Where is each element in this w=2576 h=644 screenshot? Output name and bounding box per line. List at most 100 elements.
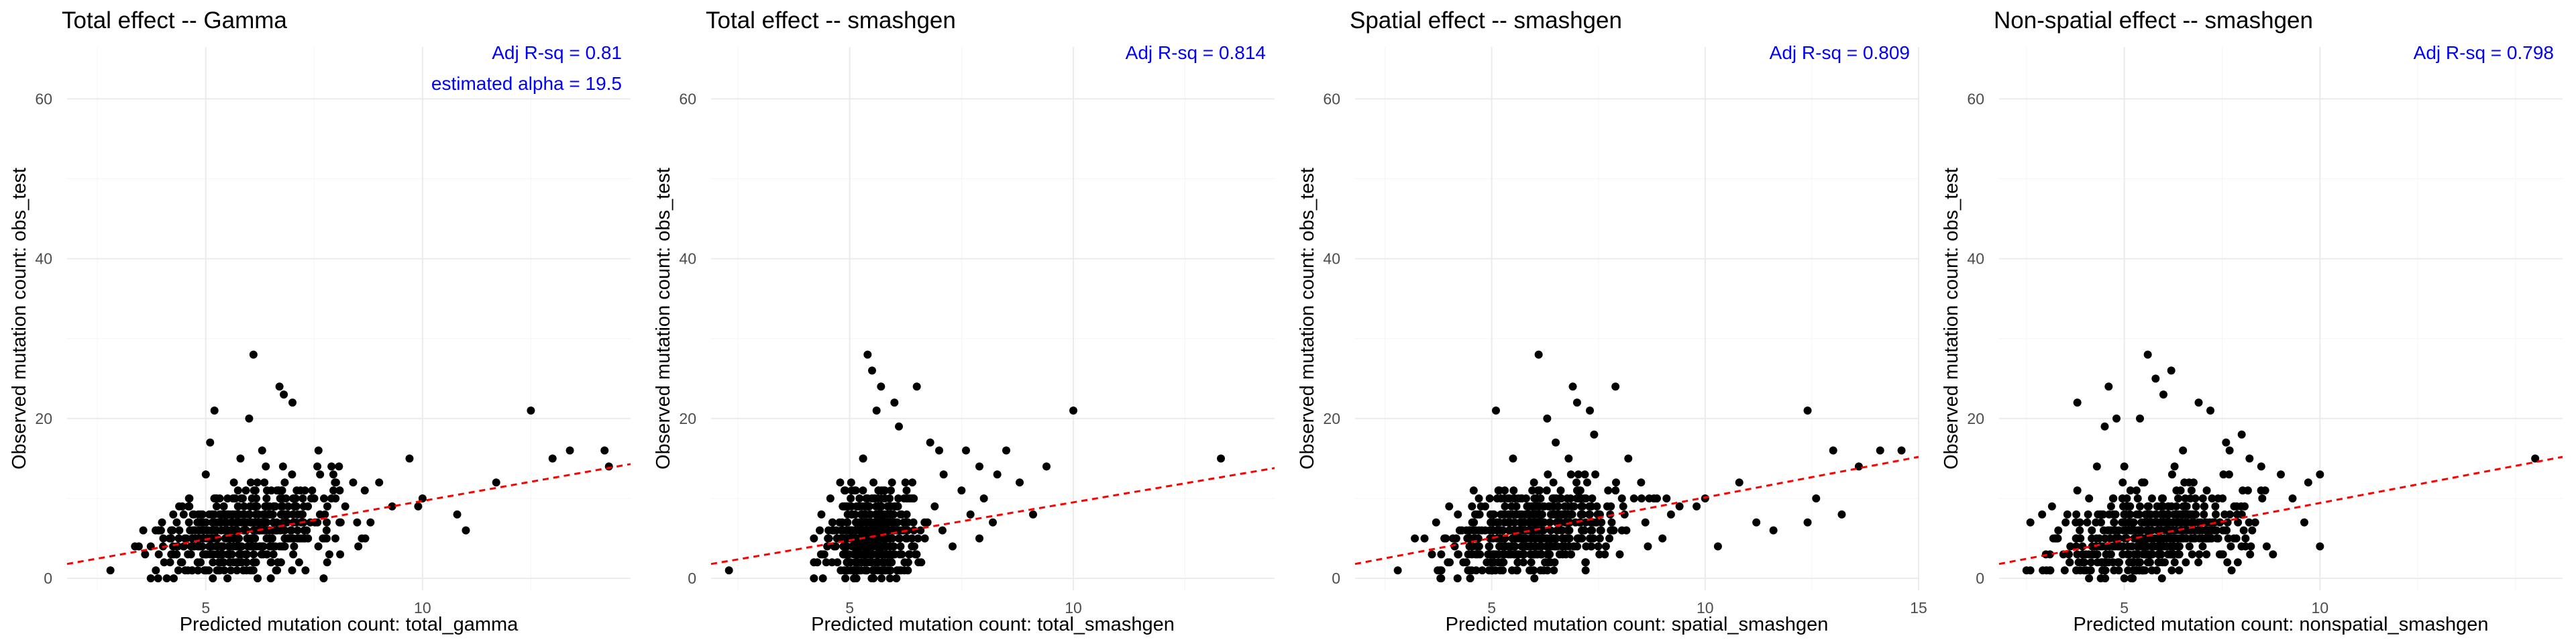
fit-line — [1354, 455, 1919, 566]
point — [1546, 518, 1554, 527]
point — [1556, 494, 1564, 503]
point — [1393, 566, 1402, 575]
point — [2221, 526, 2230, 535]
point — [1493, 494, 1501, 503]
point — [223, 574, 232, 583]
point — [1495, 518, 1503, 527]
fit-line — [1998, 455, 2563, 566]
point — [2128, 574, 2137, 583]
point — [1546, 526, 1555, 535]
point — [1517, 526, 1525, 535]
point — [1454, 510, 1462, 519]
point — [2194, 518, 2203, 527]
point — [323, 558, 331, 567]
point — [2143, 558, 2152, 567]
x-axis-title: Predicted mutation count: spatial_smashg… — [1446, 614, 1829, 635]
points-group — [106, 350, 613, 583]
point — [2118, 478, 2127, 487]
point — [1474, 494, 1483, 503]
point — [867, 518, 876, 527]
point — [1556, 486, 1565, 495]
point — [2047, 502, 2056, 511]
point — [896, 510, 905, 519]
point — [1854, 462, 1863, 471]
point — [269, 542, 278, 551]
panel-title: Non-spatial effect -- smashgen — [1994, 7, 2313, 34]
point — [1494, 550, 1503, 559]
point — [810, 534, 818, 543]
point — [1568, 382, 1577, 391]
point — [2142, 526, 2151, 535]
point — [912, 382, 921, 391]
point — [877, 502, 885, 511]
point — [2166, 542, 2175, 551]
point — [1573, 494, 1582, 503]
point — [870, 566, 879, 575]
point — [180, 566, 189, 575]
plot-background — [1999, 47, 2563, 590]
y-axis-title: Observed mutation count: obs_test — [653, 168, 674, 470]
point — [883, 558, 892, 567]
point — [176, 558, 185, 567]
point — [600, 446, 609, 455]
point — [962, 446, 970, 455]
point — [975, 534, 983, 543]
point — [2120, 574, 2129, 583]
point — [284, 502, 292, 511]
point — [966, 510, 975, 519]
point — [872, 406, 881, 415]
point — [1550, 558, 1559, 567]
point — [1477, 502, 1485, 511]
point — [219, 542, 227, 551]
point — [917, 558, 926, 567]
point — [239, 502, 248, 511]
point — [836, 478, 845, 487]
point — [1650, 494, 1658, 503]
alpha-annotation: estimated alpha = 19.5 — [431, 73, 622, 94]
x-tick-label: 5 — [1487, 599, 1496, 616]
point — [2088, 526, 2096, 535]
point — [227, 518, 235, 527]
point — [908, 542, 916, 551]
point — [2243, 486, 2252, 495]
point — [492, 478, 500, 487]
point — [188, 566, 197, 575]
y-tick-label: 60 — [679, 90, 696, 107]
point — [1588, 494, 1597, 503]
point — [2157, 502, 2165, 511]
point — [2269, 550, 2277, 559]
point — [1454, 550, 1463, 559]
point — [223, 526, 231, 535]
point — [857, 566, 865, 575]
point — [1586, 406, 1594, 415]
point — [2072, 566, 2081, 575]
point — [1589, 534, 1598, 543]
point — [1485, 494, 1494, 503]
point — [2165, 534, 2174, 543]
point — [231, 526, 239, 535]
y-tick-label: 20 — [1323, 410, 1340, 427]
point — [2222, 438, 2231, 447]
point — [1532, 510, 1541, 519]
point — [883, 510, 892, 519]
point — [2133, 494, 2142, 503]
point — [1553, 526, 1562, 535]
point — [2225, 446, 2234, 455]
point — [548, 454, 557, 463]
point — [914, 534, 922, 543]
point — [1509, 550, 1518, 559]
point — [217, 510, 226, 519]
point — [280, 526, 288, 535]
point — [1453, 574, 1462, 583]
point — [847, 494, 855, 503]
point — [405, 454, 414, 463]
point — [1217, 454, 1225, 463]
point — [890, 398, 899, 407]
point — [2154, 550, 2163, 559]
point — [154, 550, 163, 559]
point — [227, 566, 235, 575]
point — [1486, 534, 1495, 543]
point — [308, 486, 317, 495]
point — [2188, 550, 2196, 559]
point — [2257, 462, 2265, 471]
